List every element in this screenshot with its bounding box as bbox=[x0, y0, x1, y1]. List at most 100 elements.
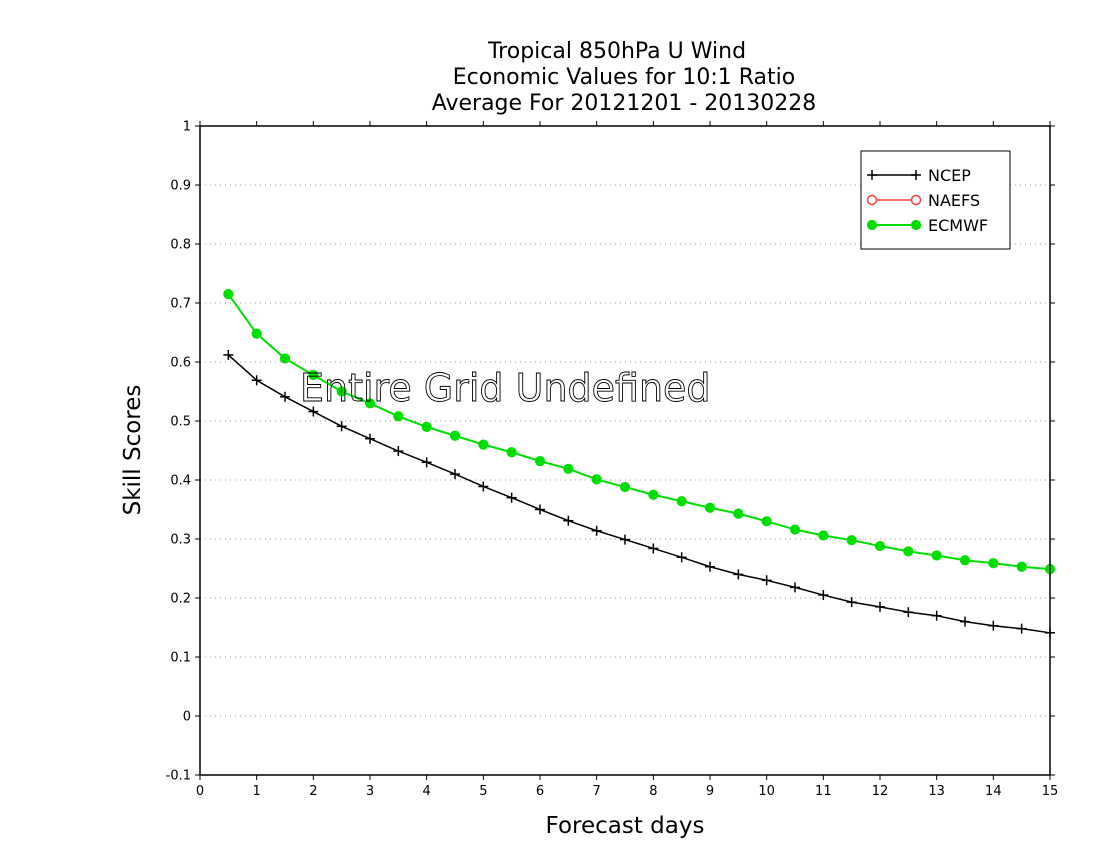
data-point-ecmwf bbox=[336, 386, 347, 397]
data-point-ecmwf bbox=[223, 289, 234, 300]
y-tick-label: 0.8 bbox=[170, 238, 191, 253]
data-point-ncep bbox=[365, 433, 375, 444]
chart-title: Tropical 850hPa U Wind Economic Values f… bbox=[432, 39, 817, 116]
data-point-ncep bbox=[393, 446, 404, 457]
series-layer bbox=[223, 289, 1056, 638]
data-point-ncep bbox=[421, 457, 432, 468]
data-point-ecmwf bbox=[563, 463, 574, 474]
legend-marker bbox=[910, 219, 922, 231]
x-tick-label: 12 bbox=[872, 784, 889, 799]
data-point-ncep bbox=[563, 515, 574, 526]
y-axis: -0.1 0 0.1 0.2 0.3 0.4 0.5 0.6 0.7 0.8 0.9 1 bbox=[166, 120, 1055, 784]
plot-frame bbox=[199, 125, 1051, 776]
x-tick-label: 11 bbox=[815, 784, 832, 799]
data-point-ecmwf bbox=[874, 540, 886, 552]
title-line-2: Economic Values for 10:1 Ratio bbox=[453, 65, 795, 90]
data-point-ncep bbox=[591, 525, 602, 536]
data-point-ecmwf bbox=[761, 516, 772, 527]
data-point-ecmwf bbox=[393, 411, 404, 422]
data-point-ncep bbox=[931, 610, 942, 621]
data-point-ncep bbox=[478, 481, 489, 492]
y-tick-label: 0.9 bbox=[170, 179, 191, 194]
legend-marker bbox=[910, 194, 922, 206]
x-tick-label: 1 bbox=[253, 784, 261, 799]
x-tick-label: 10 bbox=[758, 784, 775, 799]
x-tick-label: 7 bbox=[593, 784, 601, 799]
data-point-ncep bbox=[648, 543, 659, 554]
data-point-ncep bbox=[818, 590, 829, 601]
data-point-ecmwf bbox=[251, 328, 262, 339]
data-point-ncep bbox=[960, 616, 970, 627]
data-point-ecmwf bbox=[648, 489, 659, 500]
data-point-ncep bbox=[620, 534, 630, 545]
y-tick-label: 0.5 bbox=[170, 415, 191, 430]
data-point-ncep bbox=[988, 620, 999, 631]
data-point-ncep bbox=[846, 597, 857, 608]
data-point-ecmwf bbox=[478, 439, 489, 450]
data-point-ecmwf bbox=[591, 474, 602, 485]
y-tick-label: 0 bbox=[183, 710, 191, 725]
legend-marker bbox=[911, 170, 921, 180]
data-point-ncep bbox=[733, 569, 744, 580]
data-point-ecmwf bbox=[506, 447, 517, 458]
y-tick-label: 1 bbox=[183, 120, 191, 135]
y-tick-label: 0.7 bbox=[170, 297, 191, 312]
x-tick-label: 14 bbox=[985, 784, 1002, 799]
y-tick-label: 0.6 bbox=[170, 356, 191, 371]
data-point-ncep bbox=[506, 492, 517, 503]
x-tick-label: 5 bbox=[479, 784, 487, 799]
data-point-ncep bbox=[535, 504, 545, 515]
data-point-ecmwf bbox=[903, 546, 914, 557]
x-tick-label: 13 bbox=[928, 784, 945, 799]
data-point-ncep bbox=[676, 552, 687, 563]
data-point-ecmwf bbox=[931, 550, 942, 561]
data-point-ncep bbox=[790, 582, 800, 593]
series-line-ecmwf bbox=[227, 293, 1051, 571]
data-point-ecmwf bbox=[534, 456, 546, 467]
y-tick-label: 0.4 bbox=[170, 474, 191, 489]
x-tick-label: 6 bbox=[536, 784, 544, 799]
legend-label-ecmwf: ECMWF bbox=[928, 216, 988, 235]
title-line-1: Tropical 850hPa U Wind bbox=[487, 39, 746, 64]
data-point-ecmwf bbox=[364, 398, 376, 409]
data-point-ncep bbox=[251, 375, 262, 386]
x-tick-label: 8 bbox=[649, 784, 657, 799]
data-point-ecmwf bbox=[619, 481, 631, 493]
data-point-ecmwf bbox=[704, 502, 716, 513]
data-point-ncep bbox=[761, 575, 772, 586]
y-tick-label: -0.1 bbox=[166, 769, 191, 784]
data-point-ecmwf bbox=[421, 421, 432, 432]
data-point-ecmwf bbox=[818, 530, 829, 541]
x-tick-label: 4 bbox=[423, 784, 431, 799]
data-point-ecmwf bbox=[308, 369, 319, 381]
x-tick-label: 0 bbox=[196, 784, 204, 799]
legend-label-ncep: NCEP bbox=[928, 166, 971, 185]
legend-marker bbox=[867, 170, 877, 180]
x-tick-label: 15 bbox=[1042, 784, 1059, 799]
data-point-ncep bbox=[223, 349, 234, 360]
data-point-ecmwf bbox=[846, 535, 857, 546]
data-point-ncep bbox=[450, 469, 460, 480]
data-point-ncep bbox=[903, 607, 914, 618]
legend-marker bbox=[866, 194, 878, 206]
data-point-ncep bbox=[308, 406, 319, 417]
x-axis-title: Forecast days bbox=[546, 813, 705, 839]
data-point-ecmwf bbox=[449, 430, 461, 441]
y-tick-label: 0.2 bbox=[170, 592, 191, 607]
data-point-ecmwf bbox=[789, 524, 801, 535]
x-tick-label: 9 bbox=[706, 784, 714, 799]
data-point-ncep bbox=[280, 391, 290, 402]
data-point-ncep bbox=[875, 601, 885, 612]
data-point-ecmwf bbox=[959, 555, 971, 566]
data-point-ncep bbox=[1016, 623, 1027, 634]
x-axis: 0 1 2 3 4 5 6 7 8 9 10 11 12 13 14 15 bbox=[196, 121, 1058, 799]
data-point-ncep bbox=[705, 561, 715, 572]
legend-marker bbox=[866, 219, 878, 231]
title-line-3: Average For 20121201 - 20130228 bbox=[432, 91, 817, 116]
y-tick-label: 0.3 bbox=[170, 533, 191, 548]
data-point-ecmwf bbox=[733, 508, 744, 519]
data-point-ncep bbox=[336, 421, 347, 432]
legend: NCEP NAEFS ECMWF bbox=[860, 150, 1011, 250]
legend-label-naefs: NAEFS bbox=[928, 191, 980, 210]
